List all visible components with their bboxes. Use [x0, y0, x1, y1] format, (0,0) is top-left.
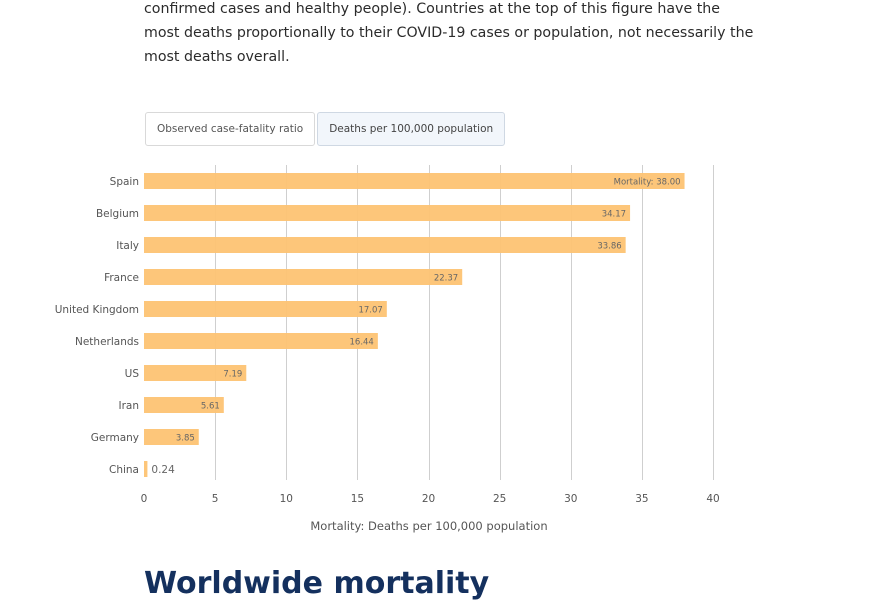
data-label: 7.19 — [223, 370, 242, 380]
category-label: Netherlands — [75, 336, 139, 348]
category-labels: Spain Belgium Italy France United Kingdom Net… — [55, 176, 140, 476]
data-label: 3.85 — [176, 434, 195, 444]
data-label: 5.61 — [201, 402, 220, 412]
x-tick-label: 5 — [212, 493, 219, 505]
category-label: United Kingdom — [55, 304, 139, 316]
category-label: Germany — [91, 432, 139, 444]
intro-paragraph: confirmed cases and healthy people). Cou… — [144, 1, 754, 65]
data-label: 16.44 — [350, 338, 374, 348]
x-tick-label: 40 — [706, 493, 719, 505]
category-label: France — [104, 272, 139, 284]
bar — [144, 397, 224, 413]
data-label: 34.17 — [602, 210, 626, 220]
category-label: Belgium — [96, 208, 139, 220]
data-label: 33.86 — [597, 242, 621, 252]
x-tick-label: 20 — [422, 493, 435, 505]
bars: Mortality: 38.00 34.17 33.86 22.37 17.07 16.4… — [144, 173, 685, 477]
x-axis-ticks: 0 5 10 15 20 25 30 35 40 — [141, 493, 720, 505]
category-label: Spain — [110, 176, 139, 188]
x-tick-label: 25 — [493, 493, 506, 505]
category-label: Italy — [116, 240, 139, 252]
chart-tabs: Observed case-fatality ratio Deaths per … — [145, 112, 506, 146]
data-label: Mortality: 38.00 — [614, 178, 681, 188]
bar — [144, 333, 378, 349]
bar — [144, 429, 199, 445]
bar — [144, 461, 148, 477]
bar — [144, 237, 626, 253]
data-label: 17.07 — [358, 306, 382, 316]
category-label: US — [125, 368, 140, 380]
mortality-bar-chart: Mortality: 38.00 34.17 33.86 22.37 17.07 16.4… — [55, 165, 720, 533]
bar — [144, 301, 387, 317]
x-axis-label: Mortality: Deaths per 100,000 population — [310, 519, 547, 533]
bar — [144, 365, 247, 381]
bar — [144, 269, 463, 285]
tab-case-fatality-ratio[interactable]: Observed case-fatality ratio — [145, 112, 316, 146]
x-tick-label: 15 — [351, 493, 364, 505]
category-label: China — [109, 464, 139, 476]
x-tick-label: 0 — [141, 493, 148, 505]
x-tick-label: 35 — [635, 493, 648, 505]
x-tick-label: 10 — [280, 493, 293, 505]
category-label: Iran — [118, 400, 139, 412]
data-label: 22.37 — [434, 274, 458, 284]
x-tick-label: 30 — [564, 493, 577, 505]
section-heading: Worldwide mortality — [144, 566, 490, 601]
tab-deaths-per-100k[interactable]: Deaths per 100,000 population — [317, 112, 506, 146]
data-label: 0.24 — [151, 464, 175, 476]
bar — [144, 173, 685, 189]
bar — [144, 205, 631, 221]
